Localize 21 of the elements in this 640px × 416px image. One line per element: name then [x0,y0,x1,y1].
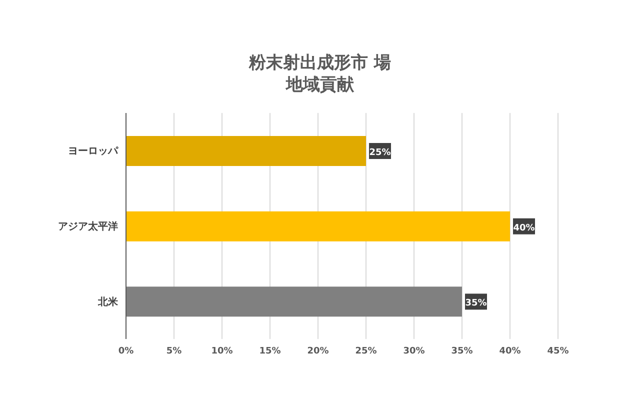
bar [126,136,366,166]
bar [126,286,462,317]
x-tick-label: 0% [118,346,134,356]
x-tick-label: 5% [166,346,182,356]
chart-title: 粉末射出成形市 場 [248,52,392,74]
data-label: 35% [465,298,487,309]
x-tick-label: 30% [403,346,425,356]
y-tick-label: ヨーロッパ [68,146,119,158]
chart-subtitle: 地域貢献 [284,74,355,96]
x-tick-label: 25% [355,346,377,356]
bar [126,211,510,242]
y-tick-label: 北米 [97,296,119,308]
data-label: 25% [369,148,391,158]
x-tick-label: 10% [211,346,233,356]
x-tick-label: 45% [547,346,569,356]
x-tick-label: 40% [499,346,521,356]
x-tick-label: 35% [451,346,473,356]
y-tick-label: アジア太平洋 [58,220,118,233]
data-label: 40% [513,223,535,234]
x-tick-label: 20% [307,346,329,356]
x-tick-label: 15% [259,346,281,356]
